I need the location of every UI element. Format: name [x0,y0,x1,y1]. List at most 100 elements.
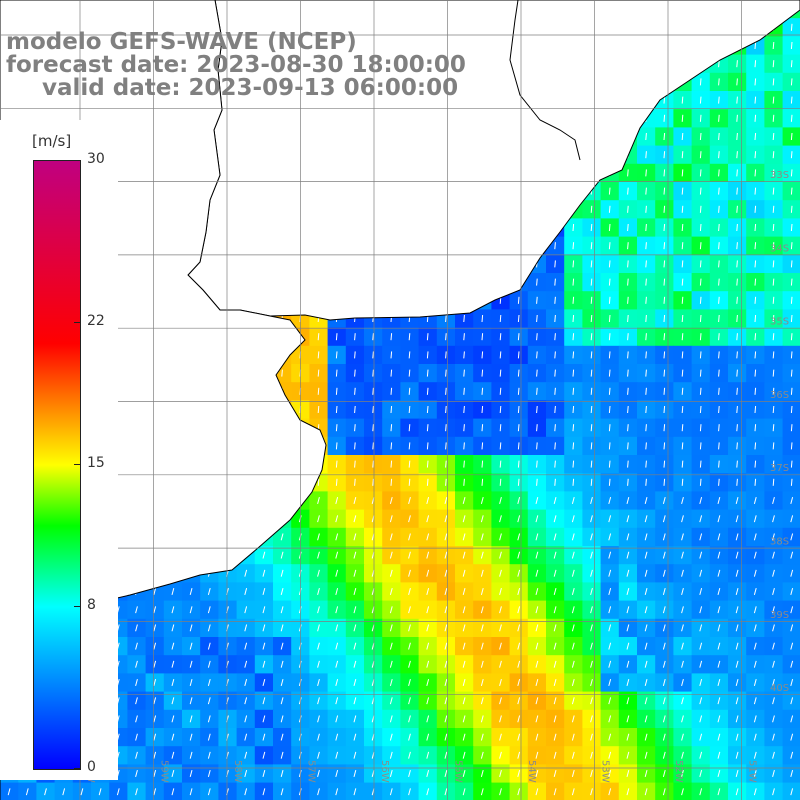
wind-arrow [646,442,647,449]
wind-arrow [482,442,483,449]
wind-arrow [609,206,610,213]
wind-arrow [464,370,465,377]
wind-arrow [700,151,701,158]
wind-arrow [737,78,738,85]
wind-arrow [664,151,665,158]
wind-arrow [664,442,665,449]
wind-arrow [500,461,501,468]
wind-arrow [664,479,665,486]
wind-arrow [646,315,647,322]
wind-arrow [628,169,629,176]
wind-arrow [755,188,756,195]
wind-arrow [700,279,701,286]
latitude-label: 34S [770,243,789,254]
wind-arrow [500,442,501,449]
wind-arrow [628,297,629,304]
wind-arrow [446,351,447,358]
wind-arrow [355,424,356,431]
wind-arrow [318,388,319,395]
wind-arrow [646,169,647,176]
wind-arrow [409,406,410,413]
wind-arrow [682,479,683,486]
wind-arrow [427,370,428,377]
wind-arrow [682,370,683,377]
wind-arrow [682,388,683,395]
wind-arrow [573,406,574,413]
wind-arrow [318,370,319,377]
wind-arrow [755,169,756,176]
wind-arrow [628,442,629,449]
wind-arrow [719,242,720,249]
wind-arrow [591,351,592,358]
wind-arrow [755,442,756,449]
wind-arrow [336,479,337,486]
wind-arrow [791,169,792,176]
wind-arrow [391,461,392,468]
wind-arrow [682,224,683,231]
wind-arrow [664,279,665,286]
wind-arrow [355,479,356,486]
wind-arrow [682,115,683,122]
wind-arrow [373,388,374,395]
wind-arrow [591,333,592,340]
wind-arrow [555,370,556,377]
wind-arrow [518,351,519,358]
wind-arrow [700,242,701,249]
wind-arrow [409,442,410,449]
wind-arrow [518,406,519,413]
wind-arrow [537,406,538,413]
wind-arrow [555,424,556,431]
wind-arrow [773,442,774,449]
wind-arrow [664,242,665,249]
wind-arrow [537,315,538,322]
wind-arrow [446,461,447,468]
wind-arrow [791,424,792,431]
wind-arrow [482,406,483,413]
wind-arrow [791,461,792,468]
wind-arrow [555,297,556,304]
wind-arrow [609,442,610,449]
wind-arrow [391,424,392,431]
wind-arrow [646,424,647,431]
wind-arrow [391,406,392,413]
wind-arrow [773,60,774,67]
colorbar-tick-mark [74,464,80,465]
wind-arrow [791,297,792,304]
colorbar-unit: [m/s] [32,132,71,150]
longitude-label: 55W [453,760,464,783]
wind-arrow [773,97,774,104]
wind-arrow [573,333,574,340]
wind-arrow [609,370,610,377]
wind-arrow [682,151,683,158]
wind-arrow [755,224,756,231]
wind-arrow [355,370,356,377]
wind-arrow [791,133,792,140]
longitude-label: 51W [747,760,758,783]
wind-arrow [719,206,720,213]
wind-arrow [700,297,701,304]
wind-arrow [646,279,647,286]
wind-arrow [737,442,738,449]
latitude-label: 35S [770,317,789,328]
wind-arrow [573,479,574,486]
wind-arrow [446,370,447,377]
wind-arrow [336,351,337,358]
wind-arrow [737,224,738,231]
wind-arrow [373,351,374,358]
wind-arrow [700,479,701,486]
wind-arrow [646,260,647,267]
wind-arrow [609,224,610,231]
longitude-label: 53W [600,760,611,783]
wind-arrow [791,333,792,340]
wind-arrow [518,370,519,377]
wind-arrow [464,406,465,413]
wind-arrow [537,388,538,395]
wind-arrow [500,388,501,395]
wind-arrow [336,424,337,431]
wind-arrow [518,297,519,304]
wind-arrow [573,370,574,377]
wind-arrow [737,479,738,486]
wind-arrow [609,351,610,358]
wind-arrow [573,388,574,395]
